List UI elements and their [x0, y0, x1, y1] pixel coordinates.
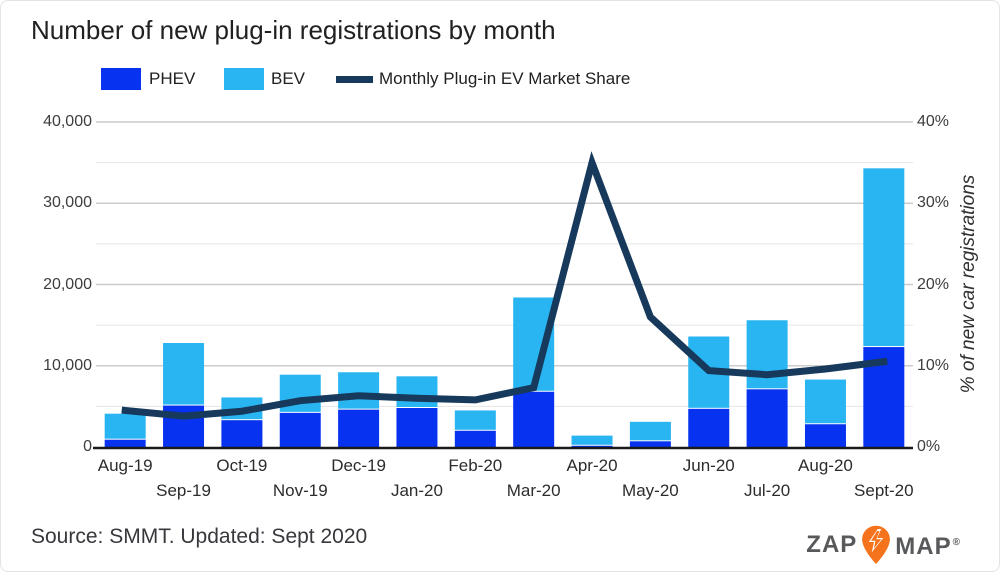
zapmap-logo: ZAP MAP®: [806, 525, 961, 565]
bar-bev-Sept-20: [863, 168, 905, 347]
x-axis-label-Oct-19: Oct-19: [216, 456, 268, 475]
y-axis-right-tick: 40%: [917, 113, 950, 130]
x-axis-label-Nov-19: Nov-19: [272, 481, 328, 500]
bar-bev-Feb-20: [454, 410, 496, 430]
bar-bev-Dec-19: [338, 372, 380, 409]
x-axis-label-Apr-20: Apr-20: [566, 456, 618, 475]
market-share-line: [121, 151, 888, 420]
legend-swatch-market-share-line: [336, 76, 373, 83]
legend-label-phev: PHEV: [149, 69, 196, 88]
y-axis-left-tick: 10,000: [43, 356, 92, 374]
bar-bev-May-20: [629, 421, 671, 441]
bolt-inner: [871, 531, 882, 549]
y-axis-left-tick: 20,000: [43, 275, 92, 293]
x-axis-label-May-20: May-20: [622, 481, 679, 500]
bar-bev-Sep-19: [163, 343, 205, 405]
legend-label-bev: BEV: [271, 69, 306, 88]
x-axis-label-Jun-20: Jun-20: [682, 456, 735, 475]
y-axis-right-tick: 20%: [917, 275, 950, 293]
y-axis-right-tick: 0%: [917, 438, 941, 455]
bar-phev-Jan-20: [396, 408, 438, 447]
bar-bev-Apr-20: [571, 435, 613, 445]
legend-label-market-share: Monthly Plug-in EV Market Share: [379, 69, 631, 88]
y-axis-left-tick: 0: [83, 438, 92, 455]
bar-phev-Jul-20: [746, 389, 788, 447]
chart-title: Number of new plug-in registrations by m…: [31, 15, 556, 45]
registered-mark: ®: [952, 537, 961, 548]
bar-phev-Oct-19: [221, 420, 263, 447]
bar-phev-Feb-20: [454, 430, 496, 447]
bar-bev-Jan-20: [396, 376, 438, 407]
x-axis-label-Mar-20: Mar-20: [506, 481, 561, 500]
zapmap-pin-icon: [862, 525, 891, 564]
y-axis-right-tick: 10%: [917, 356, 950, 374]
x-axis-label-Aug-20: Aug-20: [798, 456, 853, 475]
bar-phev-Aug-20: [804, 424, 846, 447]
bar-phev-May-20: [629, 441, 671, 447]
legend-swatch-bev: [224, 68, 264, 90]
x-axis-label-Jan-20: Jan-20: [390, 481, 443, 500]
y-axis-left-tick: 30,000: [43, 194, 92, 212]
x-axis-label-Jul-20: Jul-20: [743, 481, 791, 500]
bar-bev-Aug-19: [104, 413, 146, 439]
legend: PHEV BEV Monthly Plug-in EV Market Share: [1, 65, 999, 95]
y-axis-right-tick: 30%: [917, 194, 950, 212]
bar-phev-Jun-20: [688, 408, 730, 447]
bar-bev-Aug-20: [804, 379, 846, 424]
x-axis-label-Sept-20: Sept-20: [854, 481, 914, 500]
x-axis-label-Aug-19: Aug-19: [97, 456, 153, 475]
x-axis-label-Sep-19: Sep-19: [156, 481, 211, 500]
bar-phev-Apr-20: [571, 445, 613, 447]
bar-phev-Aug-19: [104, 439, 146, 447]
bar-phev-Mar-20: [513, 391, 555, 447]
x-axis-label-Feb-20: Feb-20: [448, 456, 503, 475]
logo-map-text: MAP®: [895, 533, 961, 560]
logo-zap-text: ZAP: [806, 531, 858, 558]
right-axis-title: % of new car registrations: [958, 174, 979, 394]
legend-swatch-phev: [101, 68, 141, 90]
bar-phev-Nov-19: [279, 412, 321, 447]
source-note: Source: SMMT. Updated: Sept 2020: [31, 525, 368, 548]
y-axis-left-tick: 40,000: [43, 113, 92, 130]
bar-phev-Dec-19: [338, 409, 380, 447]
x-axis-label-Dec-19: Dec-19: [331, 456, 386, 475]
